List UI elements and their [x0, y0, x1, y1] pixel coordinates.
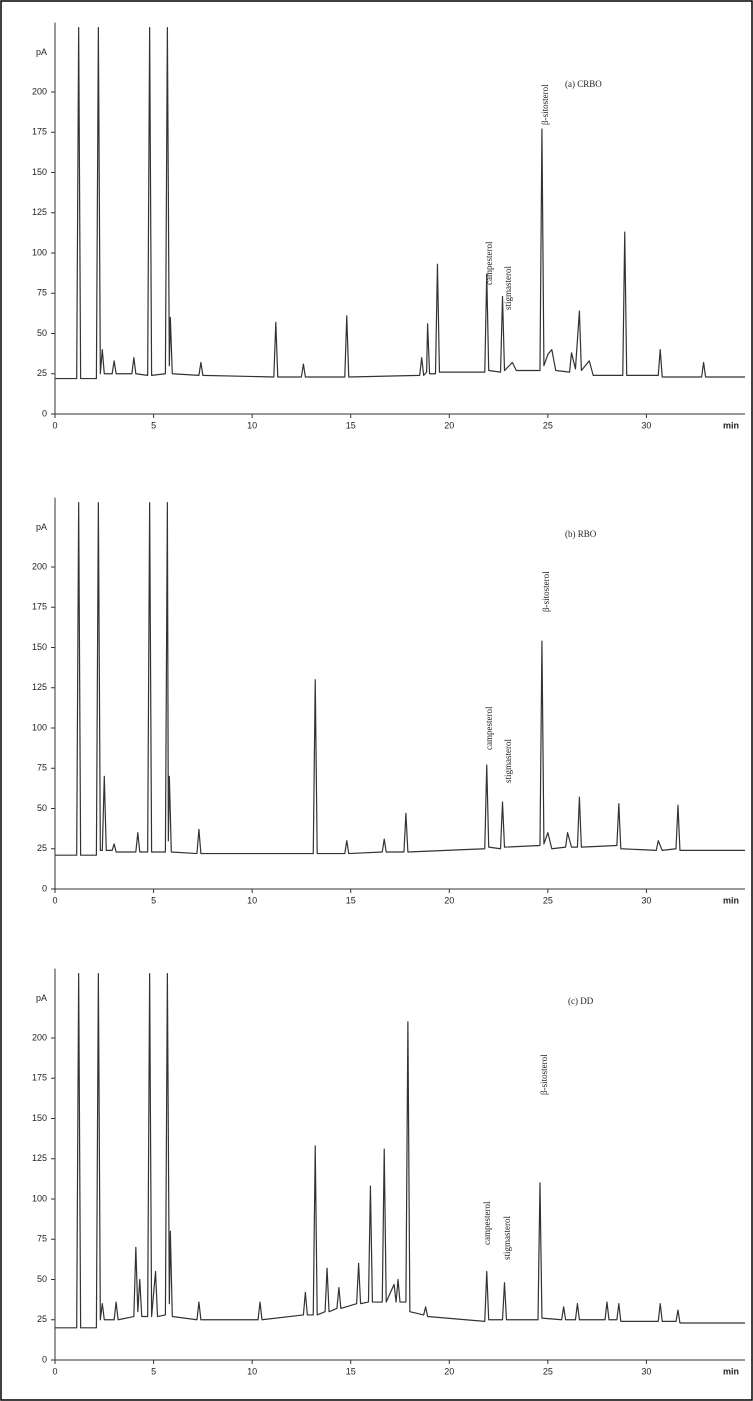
y-unit: pA: [36, 47, 47, 57]
x-tick-label: 10: [247, 420, 257, 430]
y-tick-label: 0: [42, 1354, 47, 1364]
x-tick-label: 0: [52, 420, 57, 430]
x-tick-label: 20: [444, 1366, 454, 1376]
x-tick-label: 20: [444, 895, 454, 905]
panel-title: (c) DD: [568, 996, 594, 1006]
trace: [55, 27, 745, 380]
y-tick-label: 200: [32, 561, 47, 571]
y-unit: pA: [36, 993, 47, 1003]
x-tick-label: 15: [346, 895, 356, 905]
y-tick-label: 75: [37, 1234, 47, 1244]
x-tick-label: 25: [543, 895, 553, 905]
x-unit: min: [723, 895, 739, 905]
y-tick-label: 150: [32, 642, 47, 652]
y-tick-label: 100: [32, 722, 47, 732]
peak-label: stigmasterol: [503, 266, 513, 310]
x-tick-label: 10: [247, 1366, 257, 1376]
y-tick-label: 25: [37, 1314, 47, 1324]
y-tick-label: 125: [32, 682, 47, 692]
y-tick-label: 25: [37, 368, 47, 378]
y-tick-label: 175: [32, 1073, 47, 1083]
peak-label: campesterol: [484, 241, 494, 285]
y-tick-label: 0: [42, 408, 47, 418]
peak-label: β-sitosterol: [539, 1054, 549, 1095]
y-tick-label: 100: [32, 247, 47, 257]
peak-label: β-sitosterol: [540, 84, 550, 125]
y-tick-label: 50: [37, 1274, 47, 1284]
x-tick-label: 0: [52, 1366, 57, 1376]
peak-label: campesterol: [484, 706, 494, 750]
x-tick-label: 30: [641, 420, 651, 430]
y-tick-label: 75: [37, 763, 47, 773]
y-tick-label: 150: [32, 1113, 47, 1123]
peak-label: stigmasterol: [503, 739, 513, 783]
y-tick-label: 25: [37, 843, 47, 853]
y-unit: pA: [36, 522, 47, 532]
y-tick-label: 125: [32, 1153, 47, 1163]
trace: [55, 502, 745, 856]
peak-label: stigmasterol: [502, 1216, 512, 1260]
y-tick-label: 200: [32, 86, 47, 96]
x-tick-label: 5: [151, 1366, 156, 1376]
y-tick-label: 0: [42, 883, 47, 893]
y-tick-label: 175: [32, 602, 47, 612]
x-tick-label: 15: [346, 420, 356, 430]
x-tick-label: 15: [346, 1366, 356, 1376]
y-tick-label: 125: [32, 207, 47, 217]
y-tick-label: 50: [37, 803, 47, 813]
x-unit: min: [723, 1366, 739, 1376]
x-tick-label: 25: [543, 1366, 553, 1376]
trace: [55, 973, 745, 1329]
panel-title: (b) RBO: [565, 529, 597, 539]
y-tick-label: 50: [37, 328, 47, 338]
y-tick-label: 150: [32, 167, 47, 177]
y-tick-label: 75: [37, 288, 47, 298]
panel-title: (a) CRBO: [565, 79, 602, 89]
x-tick-label: 5: [151, 895, 156, 905]
x-tick-label: 20: [444, 420, 454, 430]
x-tick-label: 0: [52, 895, 57, 905]
x-tick-label: 30: [641, 895, 651, 905]
x-tick-label: 30: [641, 1366, 651, 1376]
x-tick-label: 5: [151, 420, 156, 430]
y-tick-label: 175: [32, 127, 47, 137]
x-tick-label: 10: [247, 895, 257, 905]
peak-label: β-sitosterol: [541, 571, 551, 612]
x-unit: min: [723, 420, 739, 430]
x-tick-label: 25: [543, 420, 553, 430]
y-tick-label: 100: [32, 1193, 47, 1203]
y-tick-label: 200: [32, 1032, 47, 1042]
peak-label: campesterol: [482, 1201, 492, 1245]
